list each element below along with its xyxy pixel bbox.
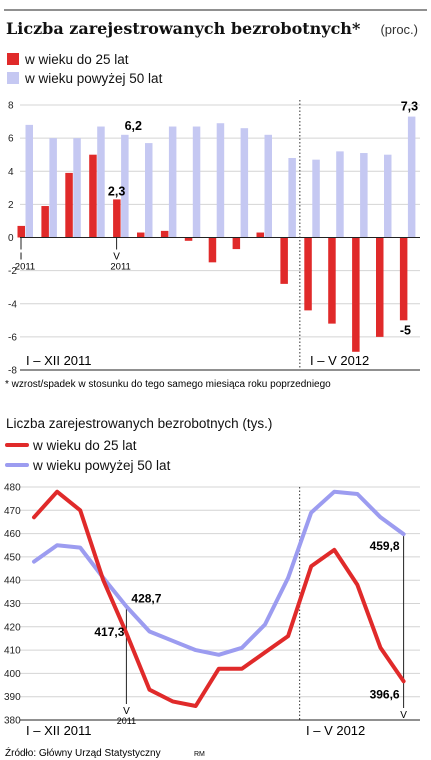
tick-label-v-end: V — [400, 710, 407, 721]
bar-under-25 — [17, 225, 25, 238]
y-tick-label: 420 — [4, 622, 21, 633]
bar-over-50 — [192, 126, 201, 238]
line-gridlines — [20, 486, 420, 721]
bar-under-25 — [65, 172, 73, 238]
period-label-2012: I – V 2012 — [310, 353, 369, 368]
line-chart: Liczba zarejestrowanych bezrobotnych (ty… — [4, 416, 420, 759]
bar-over-50 — [264, 134, 272, 238]
bar-under-25 — [41, 206, 49, 238]
y-tick-label: 410 — [4, 646, 21, 657]
value-label-red-may-2011: 2,3 — [108, 184, 125, 198]
bar-over-50 — [288, 158, 296, 238]
bar-over-50 — [312, 159, 320, 238]
y-tick-label: -8 — [8, 366, 17, 377]
line-chart-title: Liczba zarejestrowanych bezrobotnych (ty… — [6, 416, 272, 431]
bar-under-25 — [352, 237, 360, 352]
period-label-2011: I – XII 2011 — [26, 723, 92, 738]
bar-under-25 — [160, 230, 169, 238]
line-series-over-50 — [32, 489, 406, 657]
y-tick-label: 2 — [8, 200, 14, 211]
value-label-red-may-2012: -5 — [400, 323, 411, 337]
bar-under-25 — [280, 237, 288, 284]
y-tick-label: -6 — [8, 332, 17, 343]
legend-label-under-25: w wieku do 25 lat — [24, 52, 129, 67]
y-tick-label: 380 — [4, 716, 21, 727]
line-y-tick-labels: 380 390 400 410 420 430 440 450 460 470 480 — [4, 483, 21, 727]
bar-under-25 — [208, 237, 217, 263]
y-tick-label: 470 — [4, 506, 21, 517]
legend-swatch-over-50 — [7, 72, 19, 84]
y-tick-label: -2 — [8, 266, 17, 277]
line-series-under-25 — [32, 489, 406, 708]
y-tick-label: 4 — [8, 167, 14, 178]
bar-y-tick-labels: -8 -6 -4 -2 0 2 4 6 8 — [8, 101, 17, 377]
y-tick-label: 480 — [4, 483, 21, 494]
author-initials: RM — [194, 751, 205, 758]
bar-over-50 — [73, 138, 81, 238]
tick-label-v: V — [113, 252, 120, 263]
tick-label-v-year: 2011 — [110, 262, 130, 273]
period-label-2011: I – XII 2011 — [26, 353, 92, 368]
legend-label-over-50: w wieku powyżej 50 lat — [32, 458, 171, 473]
y-tick-label: 450 — [4, 552, 21, 563]
bar-under-25 — [89, 154, 97, 238]
bar-over-50 — [360, 153, 368, 238]
tick-label-i-year: 2011 — [15, 262, 35, 273]
value-label-red-may-2012: 396,6 — [370, 687, 400, 701]
tick-label-v: V — [123, 706, 130, 717]
bar-under-25 — [256, 232, 264, 238]
bar-under-25 — [232, 237, 241, 250]
bar-over-50 — [145, 143, 153, 238]
bar-over-50 — [97, 126, 105, 238]
y-tick-label: 440 — [4, 576, 21, 587]
bar-over-50 — [168, 126, 177, 238]
bar-under-25 — [137, 232, 145, 238]
y-tick-label: 8 — [8, 101, 14, 112]
bar-over-50 — [121, 134, 129, 238]
value-label-blue-may-2012: 7,3 — [401, 100, 418, 114]
legend-label-under-25: w wieku do 25 lat — [32, 438, 137, 453]
y-tick-label: 460 — [4, 529, 21, 540]
bar-over-50 — [384, 154, 392, 238]
y-tick-label: 400 — [4, 669, 21, 680]
bar-chart-unit: (proc.) — [380, 22, 418, 37]
bar-over-50 — [216, 123, 225, 238]
value-label-blue-may-2011: 428,7 — [131, 592, 161, 606]
bar-over-50 — [336, 151, 344, 238]
bar-over-50 — [240, 128, 249, 238]
bar-chart-title: Liczba zarejestrowanych bezrobotnych* — [6, 19, 361, 38]
y-tick-label: 6 — [8, 134, 14, 145]
period-label-2012: I – V 2012 — [306, 723, 365, 738]
bar-chart: Liczba zarejestrowanych bezrobotnych* (p… — [4, 9, 427, 390]
y-tick-label: 390 — [4, 692, 21, 703]
bar-over-50 — [49, 138, 57, 238]
y-tick-label: 430 — [4, 599, 21, 610]
value-label-red-may-2011: 417,3 — [94, 625, 124, 639]
value-label-blue-may-2012: 459,8 — [370, 539, 400, 553]
value-label-blue-may-2011: 6,2 — [125, 119, 142, 133]
bar-over-50 — [407, 116, 416, 238]
y-tick-label: 0 — [8, 233, 14, 244]
bar-under-25 — [376, 237, 384, 337]
bar-under-25 — [113, 199, 121, 238]
bar-under-25 — [399, 237, 408, 321]
source-note: Źródło: Główny Urząd Statystyczny — [5, 746, 161, 759]
bar-over-50 — [25, 124, 33, 238]
footnote: * wzrost/spadek w stosunku do tego sameg… — [5, 379, 331, 390]
tick-label-i: I — [20, 252, 23, 263]
tick-label-v-year: 2011 — [117, 716, 136, 726]
bar-under-25 — [328, 237, 336, 324]
y-tick-label: -4 — [8, 299, 17, 310]
bar-under-25 — [184, 237, 193, 241]
bar-series — [17, 116, 416, 352]
legend-swatch-under-25 — [7, 53, 19, 65]
bar-under-25 — [304, 237, 312, 311]
legend-label-over-50: w wieku powyżej 50 lat — [24, 71, 163, 86]
